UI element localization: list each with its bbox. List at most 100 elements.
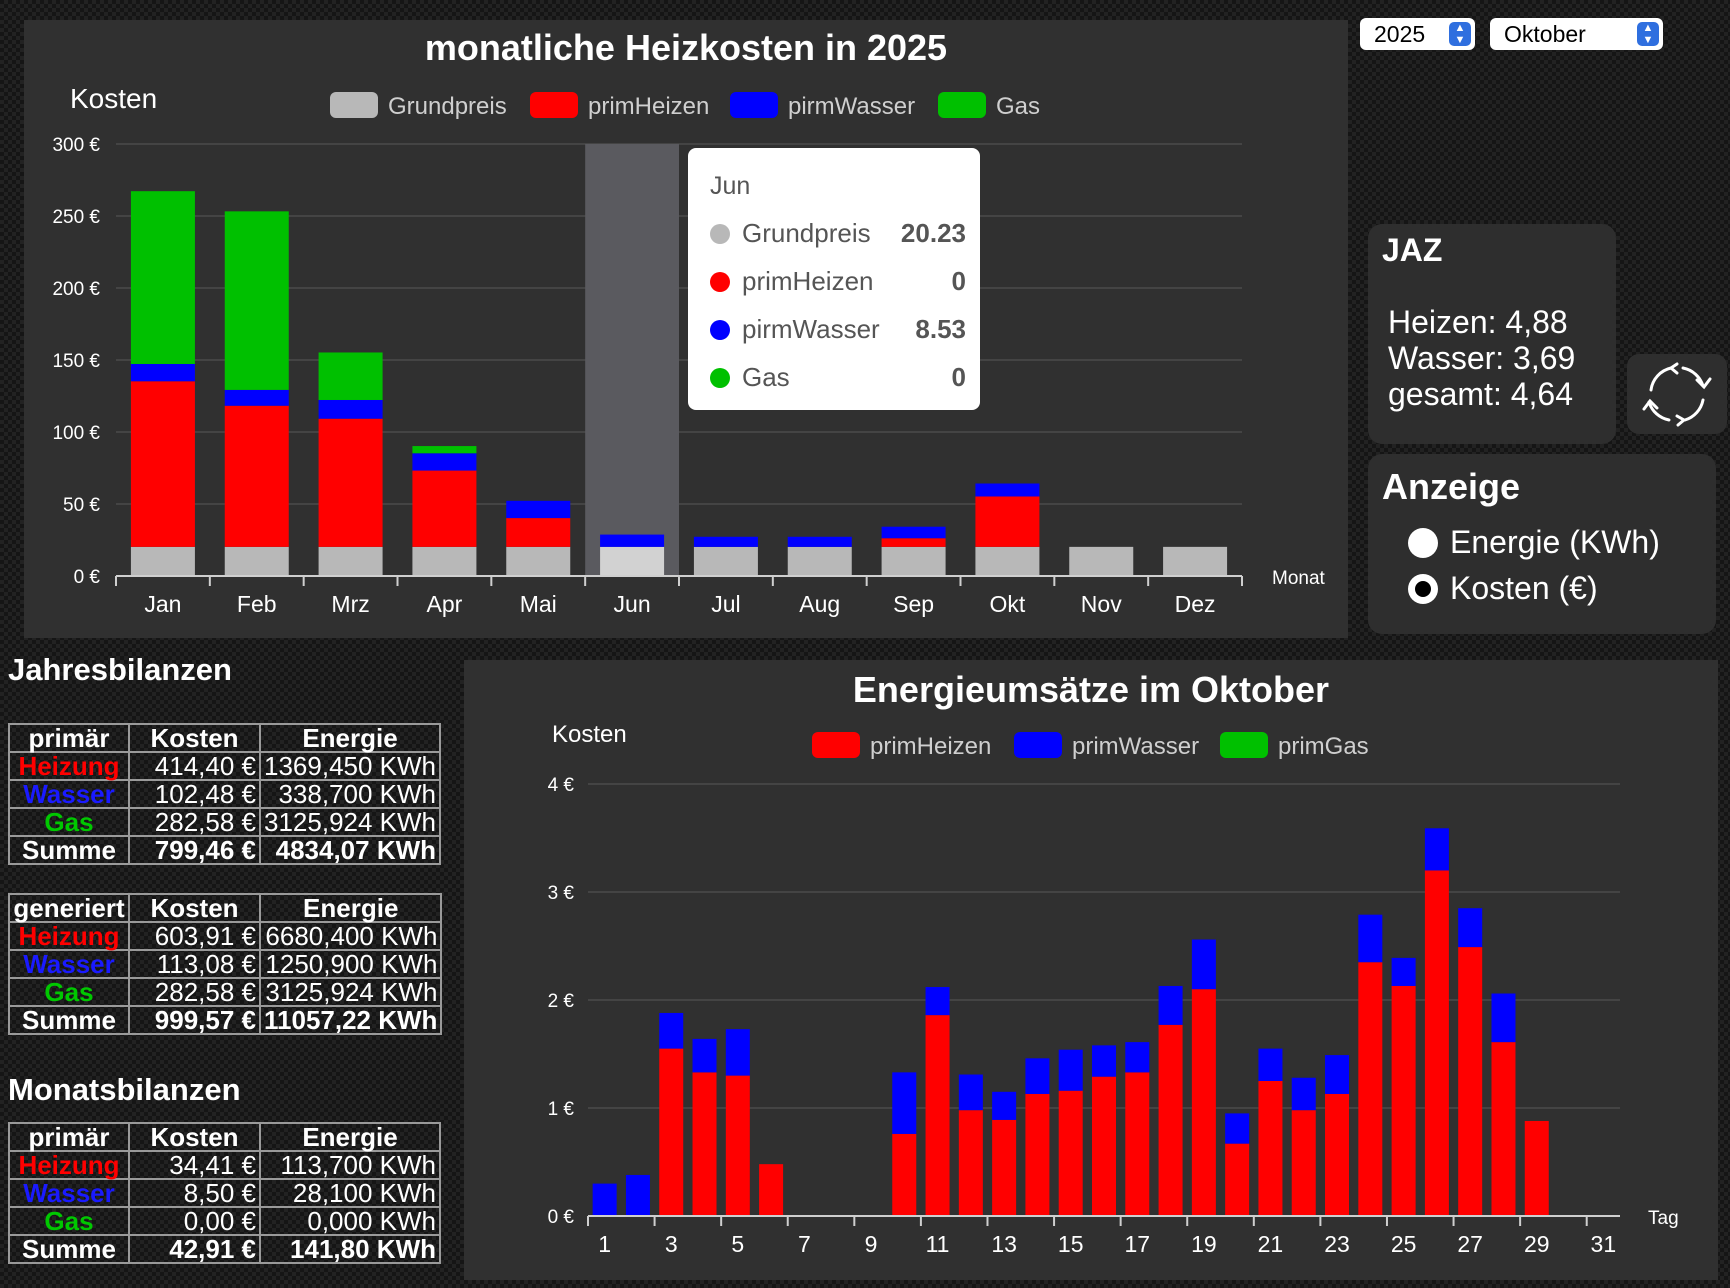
- bar-Sep-pirmWasser[interactable]: [881, 526, 946, 539]
- legend-item-primHeizen[interactable]: primHeizen: [812, 732, 991, 760]
- bar-day15-primWasser[interactable]: [1058, 1049, 1083, 1091]
- bar-Feb-Grundpreis[interactable]: [224, 546, 289, 576]
- legend-item-Gas[interactable]: Gas: [938, 92, 1040, 120]
- bar-day4-primWasser[interactable]: [692, 1038, 717, 1073]
- bar-day10-primWasser[interactable]: [892, 1072, 917, 1134]
- bar-day25-primHeizen[interactable]: [1391, 985, 1416, 1216]
- bar-Mai-primHeizen[interactable]: [506, 518, 571, 547]
- bar-Jun-pirmWasser[interactable]: [600, 534, 665, 547]
- bar-day18-primHeizen[interactable]: [1158, 1024, 1183, 1216]
- year-select[interactable]: 2025 ▲ ▼: [1360, 18, 1475, 50]
- radio-kosten[interactable]: [1408, 573, 1438, 604]
- bar-Jul-Grundpreis[interactable]: [693, 546, 758, 576]
- bar-Jun-Grundpreis[interactable]: [600, 546, 665, 576]
- bar-day16-primHeizen[interactable]: [1092, 1076, 1116, 1216]
- radio-kosten-row[interactable]: Kosten (€): [1408, 570, 1598, 607]
- bar-day5-primWasser[interactable]: [725, 1029, 750, 1076]
- bar-Apr-Grundpreis[interactable]: [412, 546, 477, 576]
- bar-day10-primHeizen[interactable]: [892, 1133, 917, 1216]
- bar-day11-primWasser[interactable]: [925, 987, 950, 1016]
- bar-day5-primHeizen[interactable]: [725, 1075, 750, 1216]
- bar-Dez-Grundpreis[interactable]: [1163, 546, 1228, 576]
- bar-day28-primHeizen[interactable]: [1491, 1042, 1516, 1216]
- bar-day14-primHeizen[interactable]: [1025, 1093, 1050, 1216]
- bar-day6-primHeizen[interactable]: [759, 1164, 784, 1216]
- daily-cost-chart[interactable]: Energieumsätze im Oktober Kosten primHeize…: [464, 660, 1718, 1280]
- bar-Jan-primHeizen[interactable]: [130, 381, 195, 547]
- monthly-cost-chart[interactable]: monatliche Heizkosten in 2025 Kosten Grund…: [24, 20, 1348, 638]
- bar-day15-primHeizen[interactable]: [1058, 1090, 1083, 1216]
- legend-item-pirmWasser[interactable]: pirmWasser: [730, 92, 915, 120]
- bar-day17-primWasser[interactable]: [1125, 1042, 1150, 1073]
- bar-Sep-primHeizen[interactable]: [881, 538, 946, 547]
- bar-day1-primWasser[interactable]: [592, 1183, 617, 1216]
- bar-Feb-pirmWasser[interactable]: [224, 389, 289, 406]
- bar-day21-primHeizen[interactable]: [1258, 1081, 1283, 1216]
- bar-day14-primWasser[interactable]: [1025, 1058, 1050, 1094]
- bar-day13-primHeizen[interactable]: [992, 1119, 1017, 1216]
- row-label: Heizung: [8, 921, 130, 951]
- bar-Feb-primHeizen[interactable]: [224, 405, 289, 547]
- bar-Jan-pirmWasser[interactable]: [130, 363, 195, 382]
- bar-day17-primHeizen[interactable]: [1125, 1072, 1150, 1216]
- bar-day22-primWasser[interactable]: [1291, 1077, 1316, 1111]
- row-label: Wasser: [8, 1178, 130, 1208]
- bar-day22-primHeizen[interactable]: [1291, 1110, 1316, 1216]
- bar-Okt-primHeizen[interactable]: [975, 496, 1040, 547]
- bar-day13-primWasser[interactable]: [992, 1091, 1017, 1120]
- bar-day3-primWasser[interactable]: [659, 1012, 684, 1049]
- bar-day16-primWasser[interactable]: [1092, 1045, 1116, 1077]
- bar-Sep-Grundpreis[interactable]: [881, 546, 946, 576]
- bar-day18-primWasser[interactable]: [1158, 985, 1183, 1025]
- bar-day23-primHeizen[interactable]: [1325, 1093, 1350, 1216]
- bar-Aug-pirmWasser[interactable]: [787, 536, 852, 547]
- bar-Okt-pirmWasser[interactable]: [975, 483, 1040, 497]
- bar-day29-primHeizen[interactable]: [1524, 1120, 1549, 1216]
- bar-Mrz-primHeizen[interactable]: [318, 418, 383, 547]
- bar-day3-primHeizen[interactable]: [659, 1048, 684, 1216]
- bar-Jan-Gas[interactable]: [130, 191, 195, 364]
- bar-day19-primWasser[interactable]: [1191, 939, 1216, 990]
- bar-day27-primHeizen[interactable]: [1458, 947, 1483, 1216]
- bar-Okt-Grundpreis[interactable]: [975, 546, 1040, 576]
- bar-day4-primHeizen[interactable]: [692, 1072, 717, 1216]
- legend-item-primHeizen[interactable]: primHeizen: [530, 92, 709, 120]
- bar-day19-primHeizen[interactable]: [1191, 989, 1216, 1216]
- bar-Nov-Grundpreis[interactable]: [1069, 546, 1134, 576]
- bar-day24-primWasser[interactable]: [1358, 914, 1383, 963]
- legend-item-Grundpreis[interactable]: Grundpreis: [330, 92, 507, 120]
- bar-Aug-Grundpreis[interactable]: [787, 546, 852, 576]
- bar-day23-primWasser[interactable]: [1325, 1055, 1350, 1094]
- bar-Mrz-pirmWasser[interactable]: [318, 399, 383, 419]
- month-select[interactable]: Oktober ▲ ▼: [1490, 18, 1663, 50]
- bar-day12-primHeizen[interactable]: [958, 1110, 983, 1216]
- bar-day2-primWasser[interactable]: [625, 1174, 650, 1216]
- bar-day12-primWasser[interactable]: [958, 1074, 983, 1111]
- legend-item-primGas[interactable]: primGas: [1220, 732, 1369, 760]
- bar-Mrz-Grundpreis[interactable]: [318, 546, 383, 576]
- bar-Jul-pirmWasser[interactable]: [693, 536, 758, 547]
- radio-energie-row[interactable]: Energie (KWh): [1408, 524, 1660, 561]
- bar-day20-primHeizen[interactable]: [1225, 1143, 1250, 1216]
- bar-Mai-Grundpreis[interactable]: [506, 546, 571, 576]
- bar-Apr-primHeizen[interactable]: [412, 470, 477, 547]
- bar-day11-primHeizen[interactable]: [925, 1015, 950, 1216]
- bar-day26-primWasser[interactable]: [1424, 828, 1449, 871]
- bar-day20-primWasser[interactable]: [1225, 1113, 1250, 1144]
- bar-day26-primHeizen[interactable]: [1424, 870, 1449, 1216]
- bar-Mai-pirmWasser[interactable]: [506, 500, 571, 519]
- bar-Mrz-Gas[interactable]: [318, 352, 383, 400]
- radio-energie[interactable]: [1408, 527, 1438, 558]
- bar-Feb-Gas[interactable]: [224, 211, 289, 390]
- legend-item-primWasser[interactable]: primWasser: [1014, 732, 1199, 760]
- legend-swatch: [330, 92, 378, 118]
- bar-day21-primWasser[interactable]: [1258, 1048, 1283, 1081]
- refresh-button[interactable]: [1627, 354, 1727, 434]
- bar-day27-primWasser[interactable]: [1458, 908, 1483, 948]
- bar-day28-primWasser[interactable]: [1491, 993, 1516, 1043]
- bar-Apr-pirmWasser[interactable]: [412, 453, 477, 471]
- bar-Jan-Grundpreis[interactable]: [130, 546, 195, 576]
- bar-Apr-Gas[interactable]: [412, 446, 477, 454]
- bar-day24-primHeizen[interactable]: [1358, 962, 1383, 1216]
- bar-day25-primWasser[interactable]: [1391, 957, 1416, 986]
